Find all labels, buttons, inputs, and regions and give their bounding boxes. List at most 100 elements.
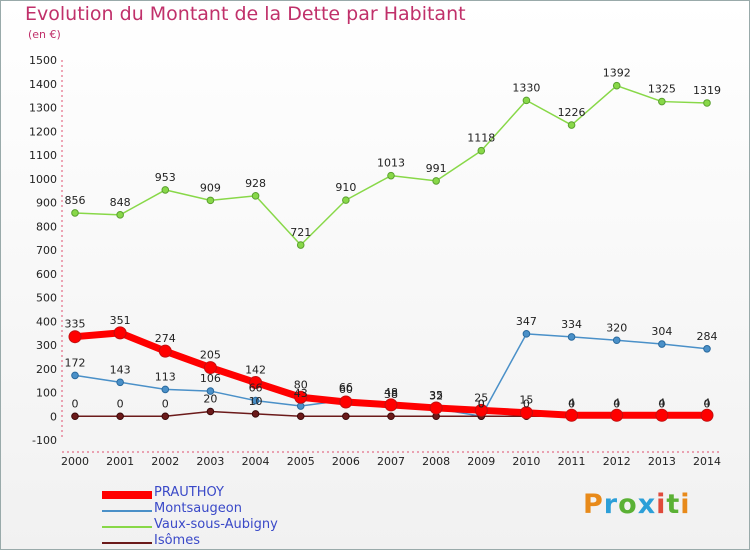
- data-point: [71, 412, 79, 421]
- y-tick-label: 1500: [29, 54, 57, 67]
- x-tick-label: 2012: [603, 455, 631, 468]
- data-label: 284: [697, 330, 718, 343]
- data-label: 991: [426, 162, 447, 175]
- data-point: [158, 344, 172, 358]
- y-tick-label: 400: [36, 315, 57, 328]
- legend-label: Vaux-sous-Aubigny: [154, 517, 278, 532]
- proxiti-logo: Proxiti: [583, 489, 691, 520]
- x-tick-label: 2009: [467, 455, 495, 468]
- data-label: 0: [478, 397, 485, 410]
- data-label: 10: [249, 395, 263, 408]
- y-tick-label: 800: [36, 220, 57, 233]
- x-tick-label: 2006: [332, 455, 360, 468]
- x-tick-label: 2008: [422, 455, 450, 468]
- data-label: 172: [65, 356, 86, 369]
- data-point: [116, 211, 124, 219]
- data-label: 848: [110, 196, 131, 209]
- legend-label: Isômes: [154, 533, 200, 548]
- data-point: [251, 410, 260, 418]
- data-point: [294, 390, 308, 404]
- x-tick-label: 2004: [242, 455, 270, 468]
- data-label: 0: [162, 397, 169, 410]
- logo-letter: r: [603, 489, 619, 520]
- data-label: 4: [704, 396, 711, 409]
- data-point: [567, 333, 576, 341]
- data-point: [71, 209, 79, 217]
- data-label: 143: [110, 363, 131, 376]
- legend-swatch: [102, 491, 152, 499]
- data-point: [342, 196, 350, 204]
- data-label: 43: [294, 387, 308, 400]
- data-label: 142: [245, 364, 266, 377]
- data-label: 4: [568, 396, 575, 409]
- x-tick-label: 2001: [106, 455, 134, 468]
- data-point: [161, 412, 170, 421]
- data-point: [522, 96, 531, 105]
- data-label: 0: [523, 397, 530, 410]
- legend-swatch: [102, 526, 152, 528]
- x-tick-label: 2000: [61, 455, 89, 468]
- data-label: 1226: [558, 106, 586, 119]
- y-tick-label: 1200: [29, 125, 57, 138]
- x-tick-label: 2007: [377, 455, 405, 468]
- data-label: 106: [200, 372, 221, 385]
- data-label: 304: [651, 325, 672, 338]
- data-point: [658, 340, 666, 348]
- data-label: 274: [155, 332, 176, 345]
- data-point: [522, 330, 531, 338]
- x-tick-label: 2002: [151, 455, 179, 468]
- data-label: 35: [429, 389, 443, 402]
- data-point: [116, 412, 124, 421]
- y-tick-label: 1400: [29, 78, 57, 91]
- data-point: [387, 171, 395, 180]
- x-tick-label: 2011: [558, 455, 586, 468]
- data-point: [68, 330, 82, 344]
- y-tick-label: 1100: [29, 149, 57, 162]
- data-point: [342, 412, 350, 421]
- data-point: [161, 186, 170, 194]
- data-point: [429, 401, 443, 415]
- y-tick-label: 700: [36, 244, 57, 257]
- data-point: [658, 97, 666, 106]
- y-tick-label: 100: [36, 387, 57, 400]
- data-point: [387, 412, 395, 421]
- y-tick-label: 200: [36, 363, 57, 376]
- data-label: 0: [704, 397, 711, 410]
- y-tick-label: 1000: [29, 173, 57, 186]
- data-point: [432, 177, 440, 185]
- data-point: [610, 408, 624, 422]
- data-point: [251, 396, 260, 405]
- data-label: 1330: [512, 81, 540, 94]
- x-tick-label: 2014: [693, 455, 721, 468]
- data-point: [700, 408, 714, 422]
- data-label: 0: [658, 397, 665, 410]
- chart-title: Evolution du Montant de la Dette par Hab…: [25, 3, 466, 25]
- data-label: 910: [335, 181, 356, 194]
- logo-letter: o: [618, 489, 638, 520]
- data-point: [565, 408, 579, 422]
- data-label: 38: [384, 388, 398, 401]
- data-label: 60: [339, 383, 353, 396]
- y-tick-label: 1300: [29, 102, 57, 115]
- data-point: [612, 81, 621, 90]
- data-point: [249, 376, 263, 390]
- data-point: [113, 326, 127, 340]
- logo-letter: i: [680, 489, 691, 520]
- legend-swatch: [102, 542, 152, 544]
- data-point: [161, 385, 170, 394]
- data-point: [71, 371, 79, 380]
- data-point: [567, 121, 576, 129]
- x-tick-label: 2013: [648, 455, 676, 468]
- data-point: [703, 99, 711, 107]
- x-tick-label: 2003: [196, 455, 224, 468]
- logo-letter: t: [666, 489, 681, 520]
- data-point: [206, 387, 215, 395]
- data-label: 0: [117, 397, 124, 410]
- data-label: 32: [429, 390, 443, 403]
- data-point: [519, 406, 533, 420]
- data-label: 351: [110, 314, 131, 327]
- data-label: 320: [606, 321, 627, 334]
- data-point: [477, 146, 486, 155]
- data-point: [116, 378, 124, 387]
